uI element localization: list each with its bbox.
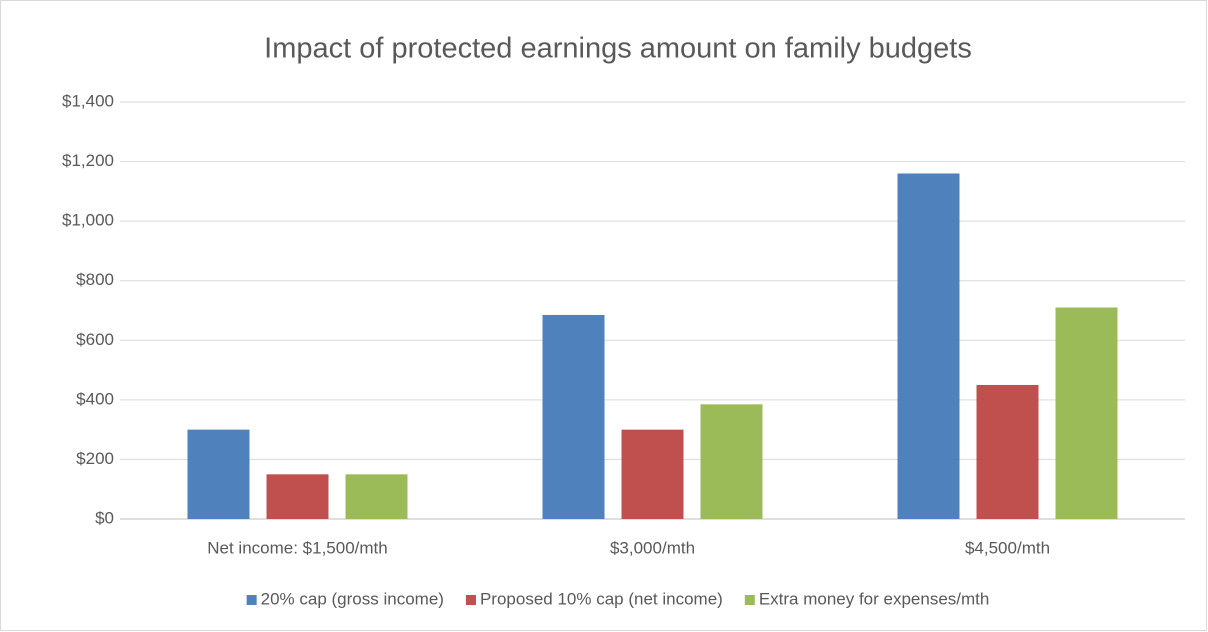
bar [542,314,605,519]
legend-label: 20% cap (gross income) [261,589,444,608]
y-tick-label: $1,400 [62,91,114,110]
y-tick-label: $400 [76,389,114,408]
bar [621,429,684,519]
y-tick-label: $800 [76,270,114,289]
x-tick-label: Net income: $1,500/mth [207,538,387,557]
bar [976,384,1039,519]
bar [897,173,960,519]
chart-title: Impact of protected earnings amount on f… [264,33,972,65]
bar [187,429,250,519]
bar [1055,307,1118,519]
legend-swatch [246,595,257,605]
x-tick-label: $3,000/mth [610,538,695,557]
bar [345,474,408,519]
bar [266,474,329,519]
legend-swatch [465,595,476,605]
bar [700,404,763,519]
y-tick-label: $200 [76,449,114,468]
legend-swatch [744,595,755,605]
y-tick-label: $1,000 [62,211,114,230]
y-tick-label: $0 [95,508,114,527]
x-tick-label: $4,500/mth [965,538,1050,557]
legend-label: Proposed 10% cap (net income) [480,589,723,608]
y-tick-label: $1,200 [62,151,114,170]
y-tick-label: $600 [76,330,114,349]
legend-label: Extra money for expenses/mth [759,589,990,608]
